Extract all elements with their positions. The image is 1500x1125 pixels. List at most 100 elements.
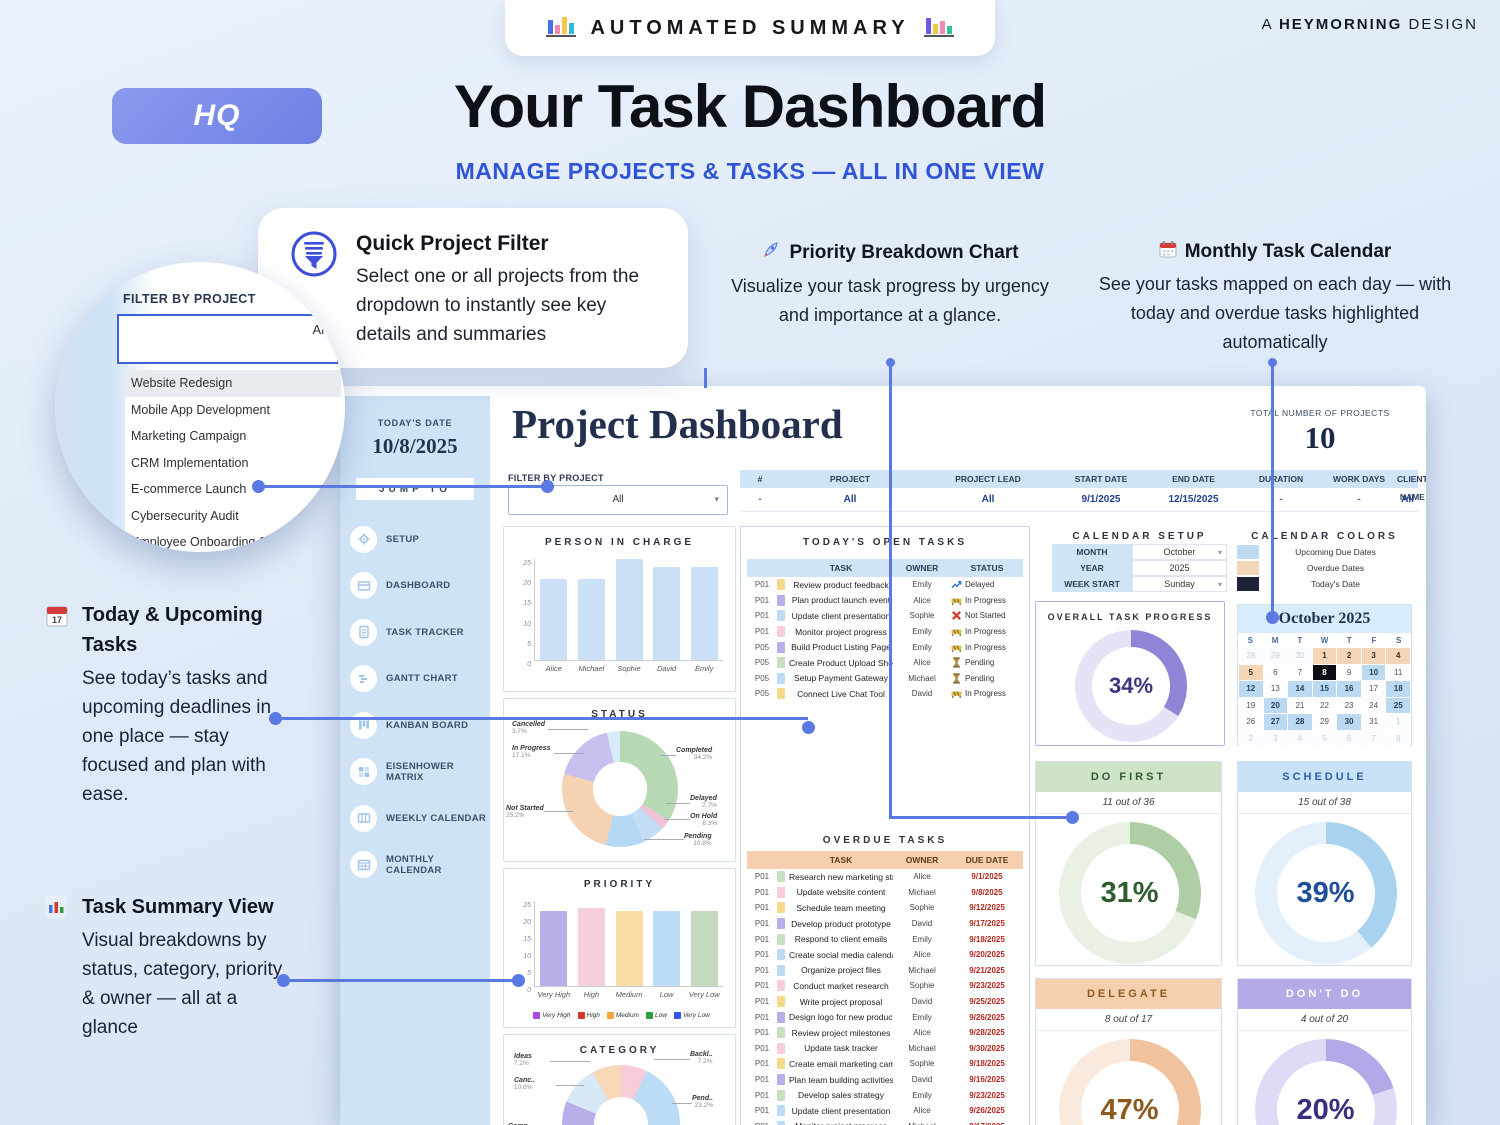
total-projects-label: TOTAL NUMBER OF PROJECTS [1250,408,1390,418]
sidebar-item-dashboard[interactable]: DASHBOARD [350,571,488,601]
magnifier-option[interactable]: Cybersecurity Audit [125,502,341,529]
sidebar-item-label: DASHBOARD [386,580,451,591]
project-cell[interactable]: 9/1/2025 [1081,494,1121,505]
column-header: TASK [829,855,853,865]
calendar-day: 6 [1337,730,1361,746]
day-header: T [1346,636,1352,645]
task-project-id: P05 [754,658,770,668]
calendar-setup-value[interactable]: Sunday ▾ [1132,576,1227,592]
magnifier-option[interactable]: CRM Implementation [125,449,341,476]
overdue-task-row[interactable]: P01 Research new marketing strategies Alic… [747,869,1023,885]
task-project-id: P01 [754,580,770,590]
task-name: Monitor project progress [795,626,887,637]
sidebar-item-gantt-chart[interactable]: GANTT CHART [350,664,488,694]
overdue-task-row[interactable]: P01 Write project proposal David 9/25/2025 [747,994,1023,1010]
donut-label-value: 23.2% [694,1102,714,1109]
calendar-setup-value[interactable]: October ▾ [1132,544,1227,560]
calendar-day: 10 [1361,664,1386,680]
sidebar-item-task-tracker[interactable]: TASK TRACKER [350,617,488,647]
donut-label-value: 2.7% [702,802,717,809]
task-owner: David [911,1075,933,1085]
overdue-task-row[interactable]: P01 Organize project files Michael 9/21/202… [747,963,1023,979]
overdue-task-row[interactable]: P01 Respond to client emails Emily 9/18/202… [747,931,1023,947]
open-task-row[interactable]: P05 Build Product Listing Page Emily In Pro… [747,639,1023,655]
calendar-day: 16 [1337,681,1361,697]
overdue-task-row[interactable]: P01 Develop sales strategy Emily 9/23/2025 [747,1087,1023,1103]
open-task-row[interactable]: P05 Connect Live Chat Tool David In Progres… [747,686,1023,702]
magnifier-option[interactable]: Employee Onboarding System [125,529,341,552]
overdue-task-row[interactable]: P01 Conduct market research Sophie 9/23/202… [747,978,1023,994]
project-cell[interactable]: All [843,494,857,505]
project-col-header: START DATE [1074,474,1128,484]
legend-swatch [533,1012,541,1019]
task-project-id: P01 [747,1122,777,1125]
sidebar-item-kanban-board[interactable]: KANBAN BOARD [350,710,488,740]
magnifier-option[interactable]: Website Redesign [125,370,341,397]
sidebar-item-eisenhower-matrix[interactable]: EISENHOWER MATRIX [350,757,488,787]
task-name: Develop sales strategy [798,1090,884,1101]
chart-icon [45,896,69,920]
leader-line [548,729,588,730]
calendar-day: 8 [1312,664,1337,680]
magnifier-option[interactable]: Marketing Campaign [125,423,341,450]
open-task-row[interactable]: P01 Review product feedback Emily Delayed [747,577,1023,593]
project-cell[interactable]: - [758,494,762,505]
magnifier-filter-input[interactable]: All [117,314,339,364]
total-projects-value: 10 [1304,420,1336,455]
project-cell[interactable]: - [1279,494,1283,505]
task-name: Design logo for new product [789,1012,893,1023]
project-cell[interactable]: - [1357,494,1361,505]
overdue-task-row[interactable]: P01 Update website content Michael 9/8/2025 [747,885,1023,901]
sidebar-item-setup[interactable]: SETUP [350,524,488,554]
calendar-setup-value[interactable]: 2025 [1132,560,1227,576]
legend-item: Low [646,1012,667,1019]
donut-label-value: 7.2% [514,1060,529,1067]
matrix-icon [350,758,377,785]
project-cell[interactable]: 12/15/2025 [1168,494,1219,505]
overdue-task-row[interactable]: P01 Schedule team meeting Sophie 9/12/2025 [747,900,1023,916]
calendar-day: 8 [1386,730,1410,746]
dashboard-icon [350,572,377,599]
legend-swatch [606,1012,614,1019]
gear-icon [350,525,377,553]
task-name: Review product feedback [793,579,889,590]
donut-label: Backl.. 7.2% [690,1051,713,1065]
magnifier-option[interactable]: Mobile App Development [125,396,341,423]
project-cell[interactable]: All [1401,494,1414,505]
calendar-day: 5 [1312,730,1337,746]
sidebar-item-weekly-calendar[interactable]: WEEKLY CALENDAR [350,803,488,833]
calendar-day: 26 [1239,714,1263,730]
overdue-task-row[interactable]: P01 Develop product prototype David 9/17/20… [747,916,1023,932]
magnifier-option[interactable]: E-commerce Launch [125,476,341,503]
overdue-task-row[interactable]: P01 Review project milestones Alice 9/28/20… [747,1025,1023,1041]
open-task-row[interactable]: P05 Setup Payment Gateway Michael Pending [747,671,1023,687]
bar-label: Very High [537,990,571,999]
project-cell[interactable]: All [981,494,995,505]
open-task-row[interactable]: P01 Monitor project progress Emily In Progr… [747,624,1023,640]
bar-label: David [657,664,677,673]
task-owner: Michael [908,673,936,683]
donut-label-value: 34.2% [693,754,713,761]
task-color-chip [777,1027,785,1039]
overdue-task-row[interactable]: P01 Create social media calendar Alice 9/20… [747,947,1023,963]
overdue-task-row[interactable]: P01 Update task tracker Michael 9/30/2025 [747,1041,1023,1057]
overdue-task-row[interactable]: P01 Plan team building activities David 9/1… [747,1072,1023,1088]
brand-prefix: A [1261,16,1273,33]
quadrant-delegate: DELEGATE 8 out of 17 47% [1035,978,1222,1125]
donut-label-name: Completed [676,747,713,754]
open-task-row[interactable]: P01 Plan product launch event Alice In Prog… [747,593,1023,609]
project-col-header: END DATE [1172,474,1215,484]
open-task-row[interactable]: P05 Create Product Upload Sheet Alice Pendi… [747,655,1023,671]
task-name: Update task tracker [804,1043,878,1054]
overdue-task-row[interactable]: P01 Design logo for new product Emily 9/26/… [747,1009,1023,1025]
overdue-task-row[interactable]: P01 Create email marketing campaign Sophie… [747,1056,1023,1072]
overdue-task-row[interactable]: P01 Update client presentation Alice 9/26/2… [747,1103,1023,1119]
overdue-task-row[interactable]: P01 Monitor project progressMichael9/17/2… [747,1119,1023,1125]
axis-tick: 25 [523,902,531,909]
task-color-chip [777,626,785,638]
calendar-day: 3 [1361,648,1386,664]
axis-tick: 15 [523,600,531,608]
sidebar-item-monthly-calendar[interactable]: MONTHLY CALENDAR [350,850,488,880]
open-task-row[interactable]: P01 Update client presentation Sophie Not S… [747,608,1023,624]
filter-by-project-value: All [612,494,624,505]
